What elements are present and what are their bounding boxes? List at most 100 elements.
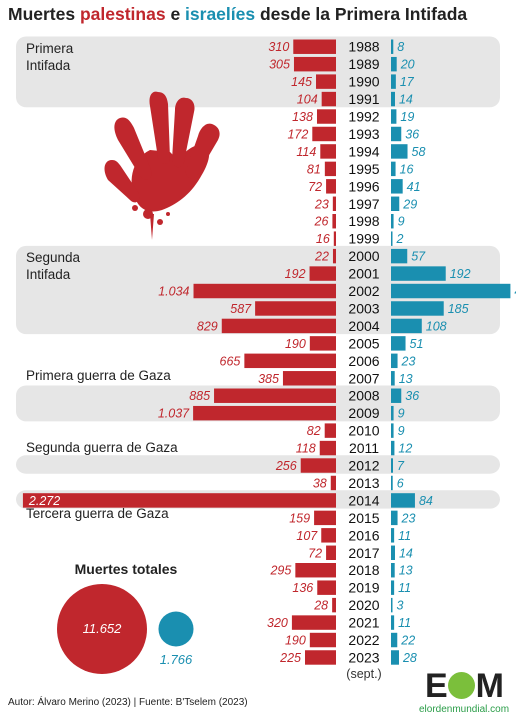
palestinian-bar bbox=[324, 423, 336, 438]
israeli-value-label: 13 bbox=[399, 372, 413, 386]
period-label: Tercera guerra de Gaza bbox=[26, 505, 169, 522]
israeli-value-label: 9 bbox=[398, 215, 405, 229]
israeli-value-label: 28 bbox=[402, 651, 417, 665]
israeli-bar bbox=[391, 440, 395, 456]
palestinian-value-label: 114 bbox=[296, 145, 316, 159]
blood-drop-3 bbox=[132, 205, 138, 211]
palestinian-value-label: 23 bbox=[314, 197, 329, 211]
year-label: 1996 bbox=[348, 178, 379, 194]
israeli-bar bbox=[391, 301, 444, 316]
israeli-bar bbox=[391, 91, 395, 107]
palestinian-bar bbox=[193, 405, 336, 421]
israeli-bar bbox=[391, 475, 393, 491]
palestinian-bar bbox=[244, 353, 336, 369]
palestinian-bar bbox=[221, 318, 336, 334]
palestinian-bar bbox=[332, 248, 336, 264]
blood-drop-4 bbox=[166, 212, 170, 216]
palestinian-bar bbox=[193, 283, 336, 299]
period-band bbox=[16, 36, 500, 108]
israeli-bar bbox=[391, 74, 396, 89]
israeli-value-label: 19 bbox=[400, 110, 414, 124]
palestinian-value-label: 1.034 bbox=[158, 285, 189, 299]
year-label: 2000 bbox=[348, 248, 379, 264]
year-label: 1998 bbox=[348, 213, 379, 229]
period-label-line: Tercera guerra de Gaza bbox=[26, 506, 169, 522]
palestinian-value-label: 192 bbox=[285, 267, 306, 281]
totals-title: Muertes totales bbox=[75, 561, 178, 577]
israeli-bar bbox=[391, 353, 398, 369]
israeli-value-label: 41 bbox=[407, 180, 421, 194]
israeli-value-label: 419 bbox=[514, 285, 516, 299]
palestinian-bar bbox=[214, 388, 336, 403]
period-label-line: Intifada bbox=[26, 267, 71, 283]
year-label: 2014 bbox=[348, 492, 379, 508]
period-label: Segunda Intifada bbox=[26, 249, 80, 283]
palestinian-bar bbox=[255, 301, 336, 316]
palestinian-bar bbox=[332, 196, 336, 211]
period-band bbox=[16, 455, 500, 474]
palestinian-bar bbox=[300, 458, 336, 473]
israeli-bar bbox=[391, 580, 395, 595]
israeli-bar bbox=[391, 493, 415, 508]
palestinian-bar bbox=[293, 56, 336, 72]
year-label: 1995 bbox=[348, 161, 379, 177]
year-label: 2012 bbox=[348, 458, 379, 474]
israeli-bar bbox=[391, 109, 397, 124]
period-label-line: Intifada bbox=[26, 58, 71, 73]
israeli-value-label: 8 bbox=[397, 40, 404, 54]
israeli-bar bbox=[391, 318, 422, 334]
year-label: 1991 bbox=[348, 91, 379, 107]
period-label-line: Primera guerra de Gaza bbox=[26, 367, 171, 383]
palestinian-bar bbox=[22, 493, 337, 508]
year-label: 1997 bbox=[348, 196, 379, 212]
israeli-value-label: 58 bbox=[412, 145, 426, 159]
palestinian-bar bbox=[317, 580, 336, 595]
totals-bubbles: Muertes totales 11.652 1.766 bbox=[57, 561, 194, 674]
palestinian-bar bbox=[326, 545, 336, 560]
israeli-value-label: 108 bbox=[426, 319, 447, 333]
israeli-bar bbox=[391, 650, 399, 665]
israeli-value-label: 2 bbox=[396, 232, 404, 246]
year-label: 2013 bbox=[348, 475, 379, 491]
israeli-bar bbox=[391, 545, 395, 560]
palestinian-bar bbox=[332, 214, 336, 229]
israeli-value-label: 20 bbox=[400, 58, 415, 72]
israeli-bar bbox=[391, 563, 395, 578]
israeli-bar bbox=[391, 388, 402, 403]
year-label: 2002 bbox=[348, 283, 379, 299]
year-label: 1990 bbox=[348, 74, 379, 90]
period-label: Primera guerra de Gaza bbox=[26, 367, 171, 384]
year-label: 2021 bbox=[348, 615, 379, 631]
palestinian-value-label: 829 bbox=[197, 319, 218, 333]
palestinian-value-label: 256 bbox=[275, 459, 297, 473]
palestinian-total-bubble bbox=[57, 584, 147, 674]
israeli-value-label: 51 bbox=[410, 337, 424, 351]
year-label: 2008 bbox=[348, 388, 379, 404]
year-label: 1988 bbox=[348, 39, 379, 55]
year-label: 2015 bbox=[348, 510, 379, 526]
palestinian-value-label: 885 bbox=[189, 389, 210, 403]
palestinian-value-label: 81 bbox=[307, 162, 321, 176]
year-label: 2007 bbox=[348, 370, 379, 386]
year-label: 2020 bbox=[348, 597, 379, 613]
palestinian-bar bbox=[293, 39, 336, 54]
palestinian-bar bbox=[309, 632, 336, 648]
israeli-value-label: 57 bbox=[411, 250, 426, 264]
israeli-value-label: 14 bbox=[399, 546, 413, 560]
palestinian-bar bbox=[324, 161, 336, 177]
israeli-bar bbox=[391, 597, 393, 613]
palestinian-value-label: 385 bbox=[258, 372, 279, 386]
hand-finger-3 bbox=[172, 97, 195, 168]
palestinian-value-label: 107 bbox=[296, 529, 318, 543]
palestinian-value-label: 28 bbox=[313, 599, 328, 613]
israeli-bar bbox=[391, 56, 397, 72]
hand-finger-1 bbox=[114, 117, 152, 180]
israeli-bar bbox=[391, 632, 398, 648]
israeli-value-label: 7 bbox=[397, 459, 405, 473]
year-label: 1989 bbox=[348, 56, 379, 72]
israeli-value-label: 13 bbox=[399, 564, 413, 578]
palestinian-value-label: 26 bbox=[314, 215, 329, 229]
year-label: 2004 bbox=[348, 318, 379, 334]
period-label: Segunda guerra de Gaza bbox=[26, 439, 178, 456]
